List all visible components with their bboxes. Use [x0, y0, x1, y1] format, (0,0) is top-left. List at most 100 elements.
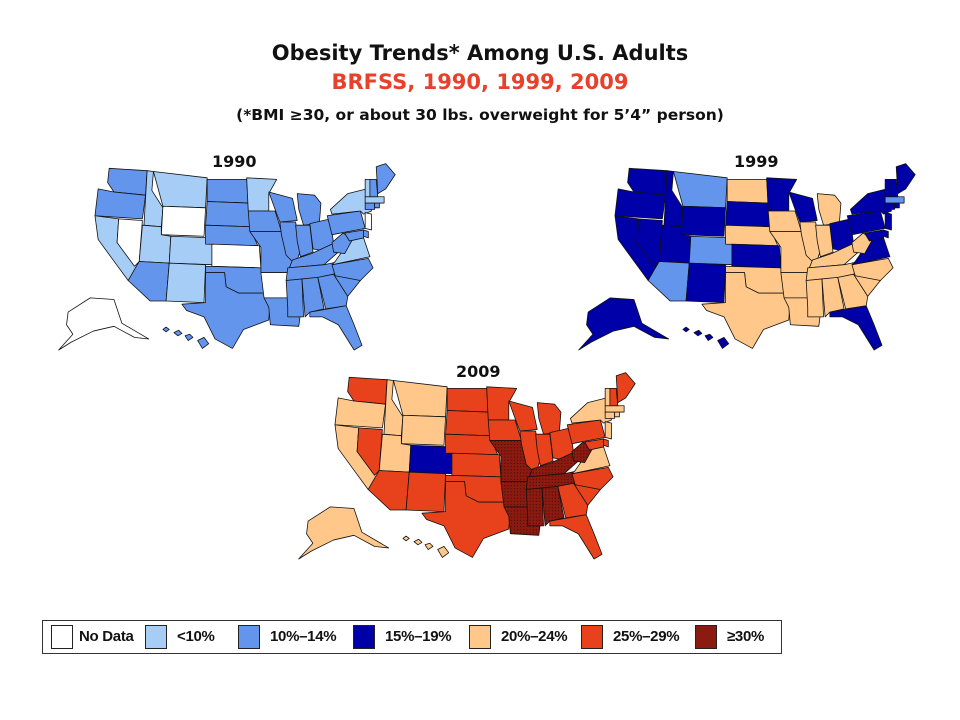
- state-or-2009: [334, 397, 386, 429]
- state-nv-1999: [636, 218, 663, 267]
- state-sd-2009: [445, 410, 491, 437]
- state-in-1999: [815, 224, 834, 258]
- state-ny-1999: [850, 188, 892, 215]
- state-ga-2009: [557, 482, 589, 519]
- state-ga-1990: [317, 273, 349, 310]
- page-title: Obesity Trends* Among U.S. Adults: [271, 41, 689, 65]
- legend-label-10-14: 10%–14%: [270, 628, 337, 645]
- state-wa-2009: [347, 376, 388, 405]
- state-ks-1999: [731, 243, 782, 269]
- state-hi-1999: [682, 326, 730, 349]
- state-md-1990: [344, 229, 364, 242]
- page-subtitle: BRFSS, 1990, 1999, 2009: [331, 70, 629, 94]
- state-me-2009: [615, 372, 636, 403]
- state-ct-1990: [364, 202, 376, 210]
- state-wi-1990: [268, 191, 298, 223]
- state-nc-2009: [571, 466, 614, 490]
- state-ak-1990: [58, 297, 150, 351]
- state-ak-2009: [298, 506, 390, 560]
- state-sd-1990: [205, 201, 251, 228]
- us-map-1990: [58, 163, 396, 351]
- state-tx-1999: [701, 272, 791, 349]
- state-mn-1990: [246, 177, 278, 212]
- state-de-2009: [603, 438, 609, 448]
- state-nd-2009: [446, 387, 489, 413]
- state-nj-1990: [364, 212, 372, 231]
- state-wy-2009: [400, 414, 446, 446]
- state-fl-1999: [829, 305, 883, 351]
- state-ms-1990: [285, 278, 304, 318]
- state-nm-1999: [685, 262, 726, 304]
- state-mi-1990: [296, 193, 322, 226]
- bmi-footnote: (*BMI ≥30, or about 30 lbs. overweight f…: [236, 106, 724, 124]
- state-ct-1999: [884, 202, 896, 210]
- state-ny-1990: [330, 188, 372, 215]
- state-fl-1990: [309, 305, 363, 351]
- state-nd-1999: [726, 178, 769, 204]
- state-mt-2009: [393, 380, 448, 418]
- state-me-1990: [375, 163, 396, 194]
- state-ms-2009: [525, 487, 544, 527]
- legend-swatch-ge30: [695, 625, 717, 649]
- state-tx-2009: [421, 481, 511, 558]
- state-vt-1990: [364, 178, 371, 198]
- state-ks-2009: [451, 452, 502, 478]
- state-nc-1990: [331, 257, 374, 281]
- legend-swatch-10-14: [238, 625, 260, 649]
- legend-swatch-nodata: [51, 625, 73, 649]
- state-mn-2009: [486, 386, 518, 421]
- state-fl-2009: [549, 514, 603, 560]
- legend-label-lt10: <10%: [177, 628, 215, 645]
- legend-swatch-lt10: [145, 625, 167, 649]
- us-map-2009: [298, 372, 636, 560]
- legend: No Data <10% 10%–14% 15%–19% 20%–24% 25%…: [42, 620, 782, 654]
- state-or-1990: [94, 188, 146, 220]
- map-label-1990: 1990: [212, 152, 257, 171]
- state-nj-1999: [884, 212, 892, 231]
- legend-label-15-19: 15%–19%: [385, 628, 452, 645]
- state-mi-2009: [536, 402, 562, 435]
- state-or-1999: [614, 188, 666, 220]
- legend-swatch-15-19: [353, 625, 375, 649]
- state-ny-2009: [570, 397, 612, 424]
- state-nm-2009: [405, 471, 446, 513]
- title-block: Obesity Trends* Among U.S. Adults BRFSS,…: [0, 38, 960, 124]
- state-in-2009: [535, 433, 554, 467]
- state-md-2009: [584, 438, 604, 451]
- state-nh-1990: [369, 178, 379, 198]
- state-wy-1999: [680, 205, 726, 237]
- us-map-1999: [578, 163, 916, 351]
- state-ma-2009: [604, 405, 625, 413]
- state-ct-2009: [604, 411, 616, 419]
- state-nj-2009: [604, 421, 612, 440]
- state-in-1990: [295, 224, 314, 258]
- state-sd-1999: [725, 201, 771, 228]
- state-ga-1999: [837, 273, 869, 310]
- state-ma-1990: [364, 196, 385, 204]
- state-wy-1990: [160, 205, 206, 237]
- state-wa-1999: [627, 167, 668, 196]
- state-nc-1999: [851, 257, 894, 281]
- state-vt-1999: [884, 178, 891, 198]
- state-wi-2009: [508, 400, 538, 432]
- legend-swatch-25-29: [581, 625, 603, 649]
- state-ri-1990: [374, 202, 380, 209]
- state-ma-1999: [884, 196, 905, 204]
- state-nh-2009: [609, 387, 619, 407]
- legend-label-20-24: 20%–24%: [501, 628, 568, 645]
- state-mt-1999: [673, 171, 728, 209]
- state-hi-2009: [402, 535, 450, 558]
- state-nm-1990: [165, 262, 206, 304]
- state-md-1999: [864, 229, 884, 242]
- state-ms-1999: [805, 278, 824, 318]
- legend-label-25-29: 25%–29%: [613, 628, 680, 645]
- state-ri-1999: [894, 202, 900, 209]
- legend-label-ge30: ≥30%: [727, 628, 765, 645]
- state-nv-2009: [356, 427, 383, 476]
- state-me-1999: [895, 163, 916, 194]
- map-label-2009: 2009: [456, 362, 501, 381]
- state-mn-1999: [766, 177, 798, 212]
- state-hi-1990: [162, 326, 210, 349]
- state-nv-1990: [116, 218, 143, 267]
- state-mt-1990: [153, 171, 208, 209]
